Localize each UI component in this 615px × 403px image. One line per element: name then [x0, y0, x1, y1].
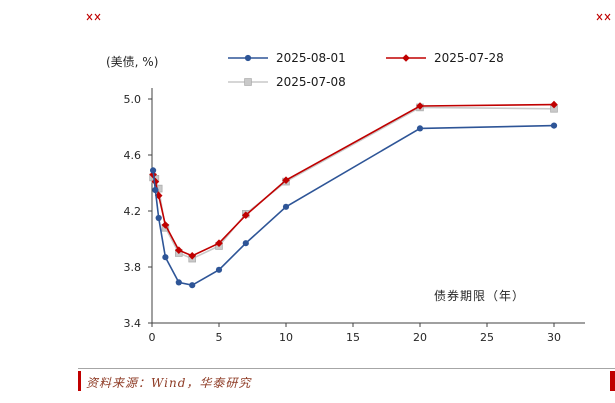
svg-text:25: 25: [480, 331, 494, 344]
legend-label: 2025-07-28: [434, 51, 504, 65]
legend-marker-diamond-icon: [386, 54, 426, 62]
crop-mark-glyph: [86, 13, 101, 21]
svg-text:10: 10: [279, 331, 293, 344]
svg-text:5.0: 5.0: [124, 93, 142, 106]
svg-text:15: 15: [346, 331, 360, 344]
svg-text:0: 0: [149, 331, 156, 344]
legend-label: 2025-07-08: [276, 75, 346, 89]
svg-text:5: 5: [216, 331, 223, 344]
svg-text:3.4: 3.4: [124, 317, 142, 330]
y-axis-title: (美债, %): [106, 55, 159, 69]
legend-item-2025-07-08: 2025-07-08: [227, 75, 346, 89]
crop-mark-top-left: [86, 6, 101, 25]
legend-label: 2025-08-01: [276, 51, 346, 65]
legend-item-2025-08-01: 2025-08-01: [227, 51, 346, 65]
legend-marker-square-icon: [228, 78, 268, 86]
footer-right-red-bar: [610, 371, 615, 391]
svg-text:4.2: 4.2: [124, 205, 142, 218]
svg-text:30: 30: [547, 331, 561, 344]
crop-mark-glyph: [596, 13, 611, 21]
legend-item-2025-07-28: 2025-07-28: [385, 51, 504, 65]
footer-divider: [78, 368, 615, 369]
svg-text:3.8: 3.8: [124, 261, 142, 274]
crop-mark-top-right: [596, 6, 611, 25]
footer-left-red-bar: [78, 371, 81, 391]
svg-text:4.6: 4.6: [124, 149, 142, 162]
svg-text:20: 20: [413, 331, 427, 344]
legend-marker-circle-icon: [228, 54, 268, 62]
source-note: 资料来源：Wind，华泰研究: [86, 376, 252, 390]
x-axis-title: 债券期限（年）: [434, 289, 526, 303]
